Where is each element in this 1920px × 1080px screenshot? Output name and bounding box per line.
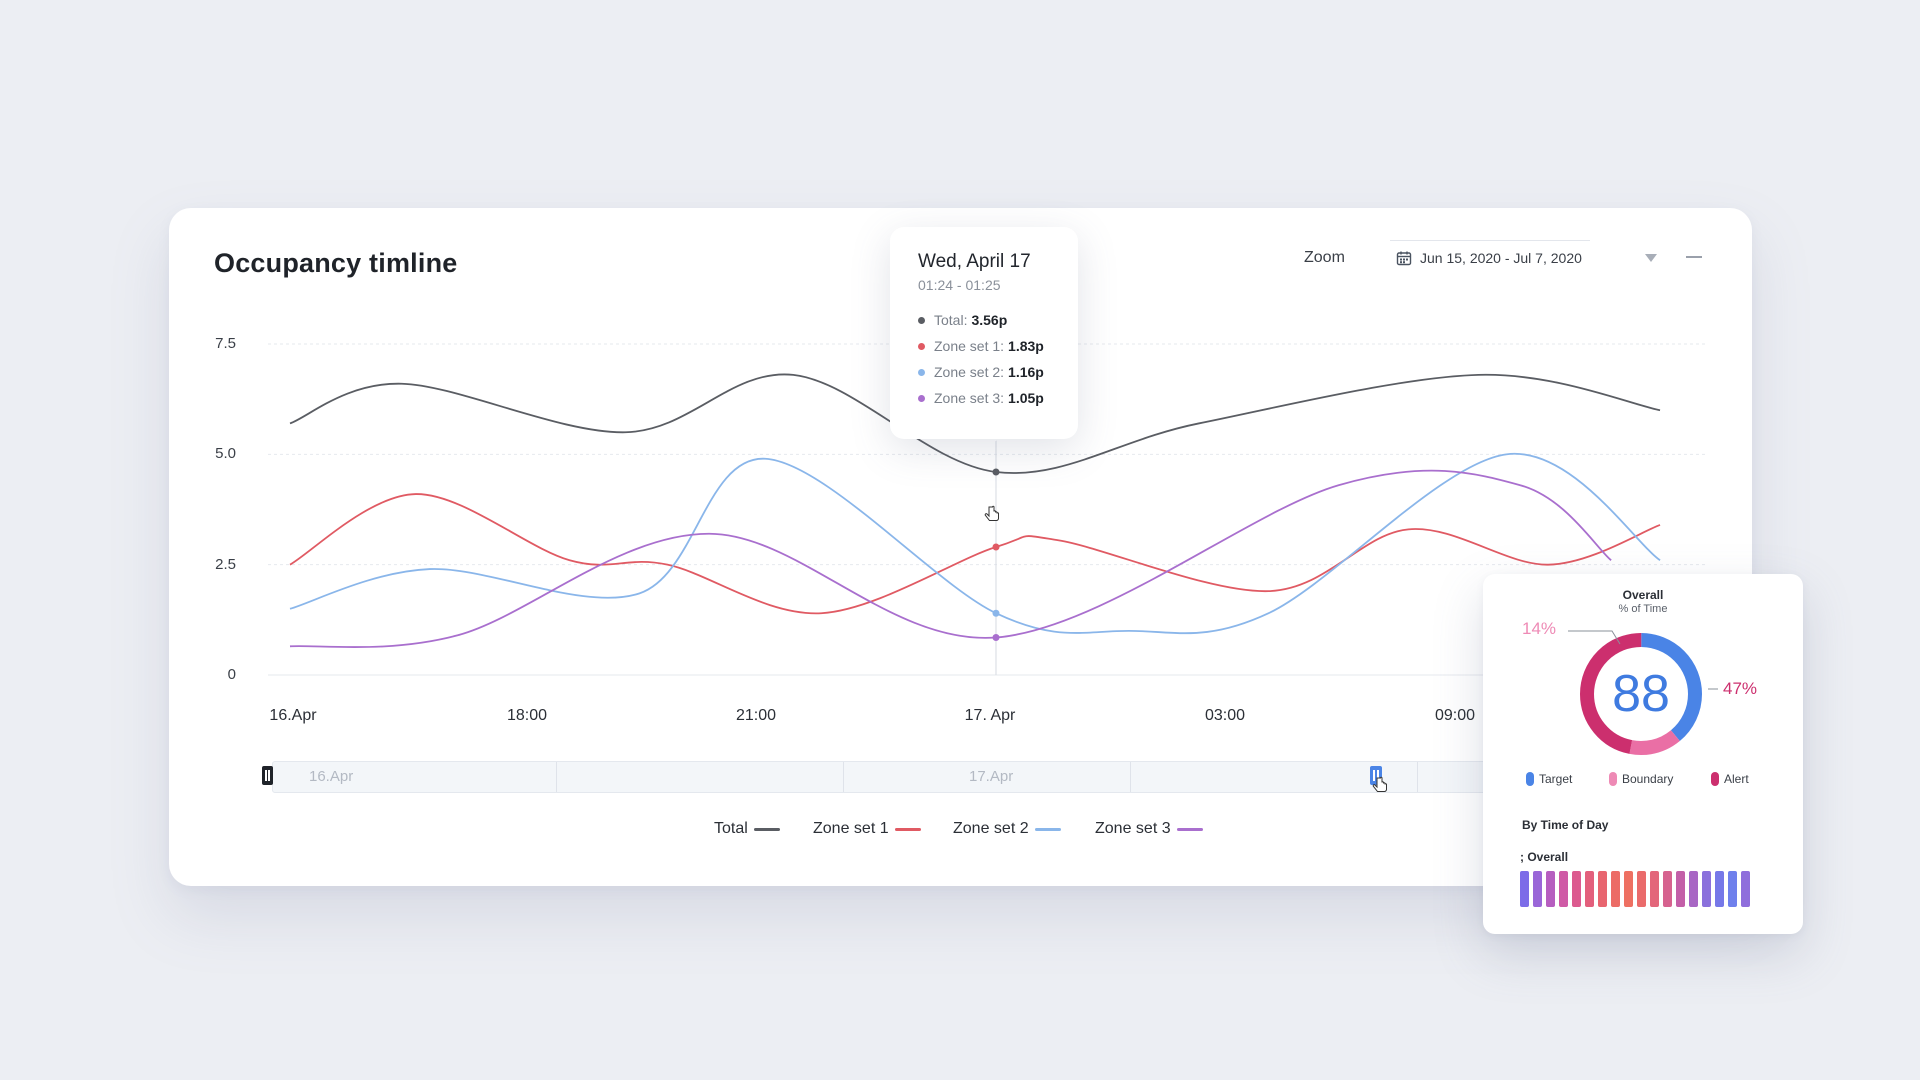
tooltip-row-label: Zone set 2: xyxy=(934,364,1005,380)
time-of-day-bar xyxy=(1689,871,1698,907)
overall-value: 88 xyxy=(1612,665,1670,723)
x-tick-label: 03:00 xyxy=(1204,707,1246,724)
x-tick-label: 17. Apr xyxy=(964,707,1016,724)
time-of-day-bar xyxy=(1676,871,1685,907)
legend-item-target: Target xyxy=(1526,772,1572,786)
tooltip-row-label: Zone set 3: xyxy=(934,390,1005,406)
time-of-day-bar xyxy=(1728,871,1737,907)
navigator-divider xyxy=(843,762,844,792)
x-tick-label: 21:00 xyxy=(735,707,777,724)
legend-swatch xyxy=(1034,827,1061,831)
legend-item-total[interactable]: Total xyxy=(714,820,780,838)
navigator-label: 17.Apr xyxy=(969,768,1014,785)
series-dot xyxy=(918,368,925,376)
navigator-left-handle[interactable] xyxy=(262,766,273,785)
overall-title: Overall xyxy=(1622,588,1664,602)
legend-label: Zone set 2 xyxy=(953,820,1029,837)
series-dot xyxy=(918,342,925,350)
time-of-day-bar xyxy=(1598,871,1607,907)
time-of-day-bar xyxy=(1702,871,1711,907)
series-dot xyxy=(918,394,925,402)
x-tick-label: 18:00 xyxy=(506,707,548,724)
grip-icon xyxy=(1377,770,1379,781)
tooltip-subtitle: 01:24 - 01:25 xyxy=(918,277,1001,293)
tooltip-title: Wed, April 17 xyxy=(918,251,1031,272)
legend-item-alert: Alert xyxy=(1711,772,1749,786)
y-tick-label: 0 xyxy=(227,666,236,683)
card-title: Occupancy timline xyxy=(214,248,458,278)
y-tick-label: 7.5 xyxy=(215,335,236,352)
tooltip-row: Zone set 1: 1.83p xyxy=(918,338,1044,354)
navigator-divider xyxy=(1417,762,1418,792)
legend-swatch xyxy=(1526,772,1534,786)
legend-label: Zone set 1 xyxy=(813,820,889,837)
legend-label: Boundary xyxy=(1622,772,1674,786)
navigator-divider xyxy=(556,762,557,792)
y-tick-label: 5.0 xyxy=(215,445,236,463)
grip-icon xyxy=(1373,770,1375,781)
legend-item-zone-set-1[interactable]: Zone set 1 xyxy=(813,820,921,838)
legend-swatch xyxy=(1711,772,1719,786)
legend-item-zone-set-2[interactable]: Zone set 2 xyxy=(953,820,1061,838)
legend-label: Target xyxy=(1539,772,1573,786)
zoom-label: Zoom xyxy=(1304,249,1345,266)
overall-subtitle: % of Time xyxy=(1618,603,1668,615)
legend-label: Alert xyxy=(1724,772,1749,786)
time-of-day-bar xyxy=(1559,871,1568,907)
legend-swatch xyxy=(894,827,921,831)
time-of-day-bar xyxy=(1585,871,1594,907)
tooltip-row: Total: 3.56p xyxy=(918,312,1007,328)
tooltip-row-value: 3.56p xyxy=(971,312,1008,328)
navigator-label: 16.Apr xyxy=(309,768,354,785)
tooltip-row-value: 1.83p xyxy=(1008,338,1044,354)
hand-pointer-icon xyxy=(984,505,999,521)
time-of-day-bar xyxy=(1624,871,1633,907)
tooltip-row: Zone set 3: 1.05p xyxy=(918,390,1044,406)
time-of-day-bar xyxy=(1715,871,1724,907)
alert-percent: 47% xyxy=(1723,679,1758,698)
boundary-percent: 14% xyxy=(1522,619,1557,638)
legend-swatch xyxy=(753,827,780,831)
legend-label: Total xyxy=(714,820,748,837)
tooltip-row-label: Total: xyxy=(934,312,968,328)
tooltip-row: Zone set 2: 1.16p xyxy=(918,364,1044,380)
time-of-day-bar xyxy=(1533,871,1542,907)
date-range-picker[interactable]: Jun 15, 2020 - Jul 7, 2020 xyxy=(1390,240,1590,275)
by-time-of-day-title: By Time of Day xyxy=(1522,818,1609,832)
calendar-icon xyxy=(1396,251,1412,266)
chart-tooltip: Wed, April 17 01:24 - 01:25 Total: 3.56p… xyxy=(890,227,1078,439)
legend-item-boundary: Boundary xyxy=(1609,772,1673,786)
time-of-day-bar xyxy=(1520,871,1529,907)
tooltip-row-value: 1.05p xyxy=(1008,390,1044,406)
time-of-day-bar xyxy=(1741,871,1750,907)
range-navigator[interactable]: 16.Apr 17.Apr xyxy=(272,761,1508,793)
minimize-button[interactable] xyxy=(1686,256,1702,258)
hand-pointer-icon xyxy=(1372,776,1387,792)
time-of-day-bar xyxy=(1546,871,1555,907)
y-tick-label: 2.5 xyxy=(215,555,236,573)
tooltip-row-value: 1.16p xyxy=(1008,364,1044,380)
time-of-day-bars xyxy=(1520,871,1750,907)
time-of-day-bar xyxy=(1611,871,1620,907)
grip-icon xyxy=(268,770,270,781)
grip-icon xyxy=(265,770,267,781)
chevron-down-icon[interactable] xyxy=(1644,252,1658,264)
legend-swatch xyxy=(1176,827,1203,831)
time-of-day-bar xyxy=(1650,871,1659,907)
legend-item-zone-set-3[interactable]: Zone set 3 xyxy=(1095,820,1203,838)
time-of-day-bar xyxy=(1663,871,1672,907)
legend-label: Zone set 3 xyxy=(1095,820,1171,837)
x-tick-label: 09:00 xyxy=(1434,707,1476,724)
legend-swatch xyxy=(1609,772,1617,786)
navigator-divider xyxy=(1130,762,1131,792)
time-of-day-bar xyxy=(1637,871,1646,907)
date-range-text: Jun 15, 2020 - Jul 7, 2020 xyxy=(1420,250,1582,266)
time-of-day-bar xyxy=(1572,871,1581,907)
time-of-day-overall-label: ; Overall xyxy=(1520,850,1569,864)
x-tick-label: 16.Apr xyxy=(269,707,317,724)
series-dot xyxy=(918,316,925,324)
tooltip-row-label: Zone set 1: xyxy=(934,338,1005,354)
